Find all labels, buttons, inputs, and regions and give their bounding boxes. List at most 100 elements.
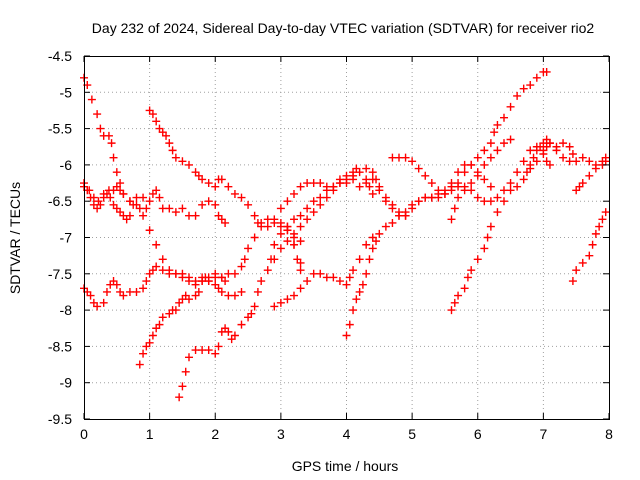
data-point	[342, 331, 351, 340]
data-point	[211, 349, 220, 358]
data-point	[247, 309, 256, 318]
series-2	[80, 182, 134, 224]
data-point	[463, 273, 472, 282]
data-point	[211, 200, 220, 209]
data-point	[217, 175, 226, 184]
data-point	[145, 226, 154, 235]
data-point	[375, 229, 384, 238]
data-point	[185, 273, 193, 282]
data-point	[142, 277, 151, 286]
series-12	[388, 135, 610, 206]
data-point	[132, 287, 141, 296]
data-point	[578, 153, 587, 162]
data-point	[125, 211, 134, 220]
data-point	[513, 168, 522, 177]
data-point	[276, 204, 285, 213]
series-4	[80, 262, 246, 311]
data-point	[165, 139, 174, 148]
data-point	[342, 171, 351, 180]
data-point	[480, 160, 489, 169]
y-tick-label: -4.5	[48, 48, 72, 64]
data-point	[572, 266, 581, 275]
data-point	[290, 215, 298, 224]
data-point	[355, 255, 364, 264]
data-point	[542, 67, 551, 76]
data-point	[267, 255, 276, 264]
data-point	[552, 142, 561, 151]
data-point	[440, 189, 449, 198]
series-15	[526, 142, 554, 173]
data-point	[506, 102, 515, 111]
y-tick-label: -9.5	[48, 411, 72, 427]
data-point	[142, 204, 151, 213]
data-point	[244, 244, 253, 253]
data-point	[421, 171, 430, 180]
data-point	[381, 193, 390, 202]
data-point	[362, 179, 371, 188]
data-point	[342, 179, 351, 188]
data-point	[473, 171, 482, 180]
data-point	[335, 277, 344, 286]
data-point	[129, 200, 138, 209]
x-tick-label: 0	[80, 426, 88, 442]
data-point	[296, 222, 305, 231]
data-point	[595, 222, 604, 231]
data-point	[198, 175, 207, 184]
data-point	[316, 269, 325, 278]
data-point	[480, 244, 489, 253]
data-point	[493, 146, 502, 155]
data-point	[345, 273, 354, 282]
data-point	[486, 182, 495, 191]
plot-frame	[84, 56, 610, 420]
data-point	[257, 277, 266, 286]
data-point	[381, 222, 390, 231]
data-point	[493, 120, 502, 129]
data-point	[427, 179, 436, 188]
data-point	[112, 280, 121, 289]
x-tick-label: 4	[343, 426, 351, 442]
data-point	[296, 211, 305, 220]
data-point	[230, 291, 239, 300]
data-point	[237, 193, 246, 202]
data-point	[94, 197, 103, 206]
data-point	[513, 182, 522, 191]
data-point	[358, 280, 367, 289]
data-point	[473, 255, 482, 264]
data-point	[204, 197, 213, 206]
data-point	[263, 266, 272, 275]
data-point	[145, 338, 154, 347]
data-point	[204, 277, 213, 286]
y-tick-label: -9	[60, 375, 73, 391]
data-point	[545, 160, 554, 169]
data-point	[303, 277, 312, 286]
data-point	[486, 222, 495, 231]
data-point	[345, 320, 354, 329]
data-point	[388, 218, 397, 227]
data-point	[568, 277, 577, 286]
data-point	[316, 179, 325, 188]
data-point	[185, 353, 193, 362]
data-point	[181, 367, 190, 376]
data-point	[152, 240, 161, 249]
y-tick-label: -5	[60, 84, 73, 100]
data-point	[447, 215, 456, 224]
data-point	[283, 197, 292, 206]
data-point	[270, 218, 279, 227]
data-point	[368, 168, 377, 177]
data-point	[454, 193, 463, 202]
data-point	[237, 320, 246, 329]
data-point	[352, 295, 361, 304]
data-point	[221, 218, 230, 227]
data-point	[368, 189, 377, 198]
data-point	[86, 291, 95, 300]
data-point	[578, 179, 587, 188]
data-point	[185, 295, 193, 304]
data-point	[408, 157, 417, 166]
data-point	[352, 164, 361, 173]
data-point	[296, 237, 305, 246]
data-point	[355, 182, 364, 191]
data-point	[230, 331, 239, 340]
x-tick-label: 5	[408, 426, 416, 442]
data-point	[395, 208, 403, 217]
data-point	[601, 208, 610, 217]
